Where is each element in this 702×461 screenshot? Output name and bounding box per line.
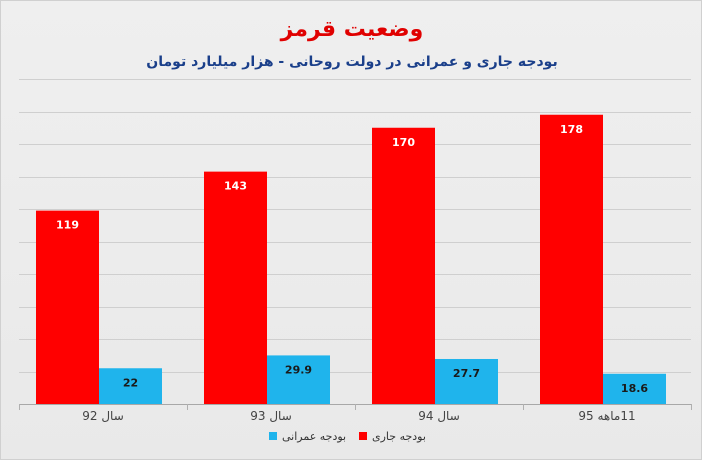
legend-label-current: بودجه جاری [372,430,426,443]
data-label-development-2: 27.7 [453,367,480,380]
bar-current-1 [204,171,267,404]
category-label-1: سال 93 [250,409,292,423]
bar-current-0 [36,210,99,404]
chart-subtitle: بودجه جاری و عمرانی در دولت روحانی - هزا… [146,54,558,70]
data-label-development-1: 29.9 [285,363,312,376]
bar-development-1 [267,355,330,404]
legend-swatch-development [269,432,277,440]
category-label-2: سال 94 [418,409,460,423]
bar-development-2 [435,358,498,404]
category-label-0: سال 92 [82,409,124,423]
data-label-current-3: 178 [560,123,583,136]
data-label-current-1: 143 [224,180,247,193]
data-label-development-3: 18.6 [621,382,648,395]
legend-label-development: بودجه عمرانی [282,430,346,443]
bar-current-2 [372,127,435,404]
data-label-current-0: 119 [56,219,79,232]
data-label-development-0: 22 [123,376,138,389]
chart-title: وضعیت قرمز [280,17,424,42]
data-label-current-2: 170 [392,136,415,149]
category-label-3: 11ماهه 95 [578,409,635,423]
bar-development-0 [99,368,162,404]
bar-development-3 [603,373,666,404]
bar-current-3 [540,114,603,404]
legend-swatch-current [359,432,367,440]
